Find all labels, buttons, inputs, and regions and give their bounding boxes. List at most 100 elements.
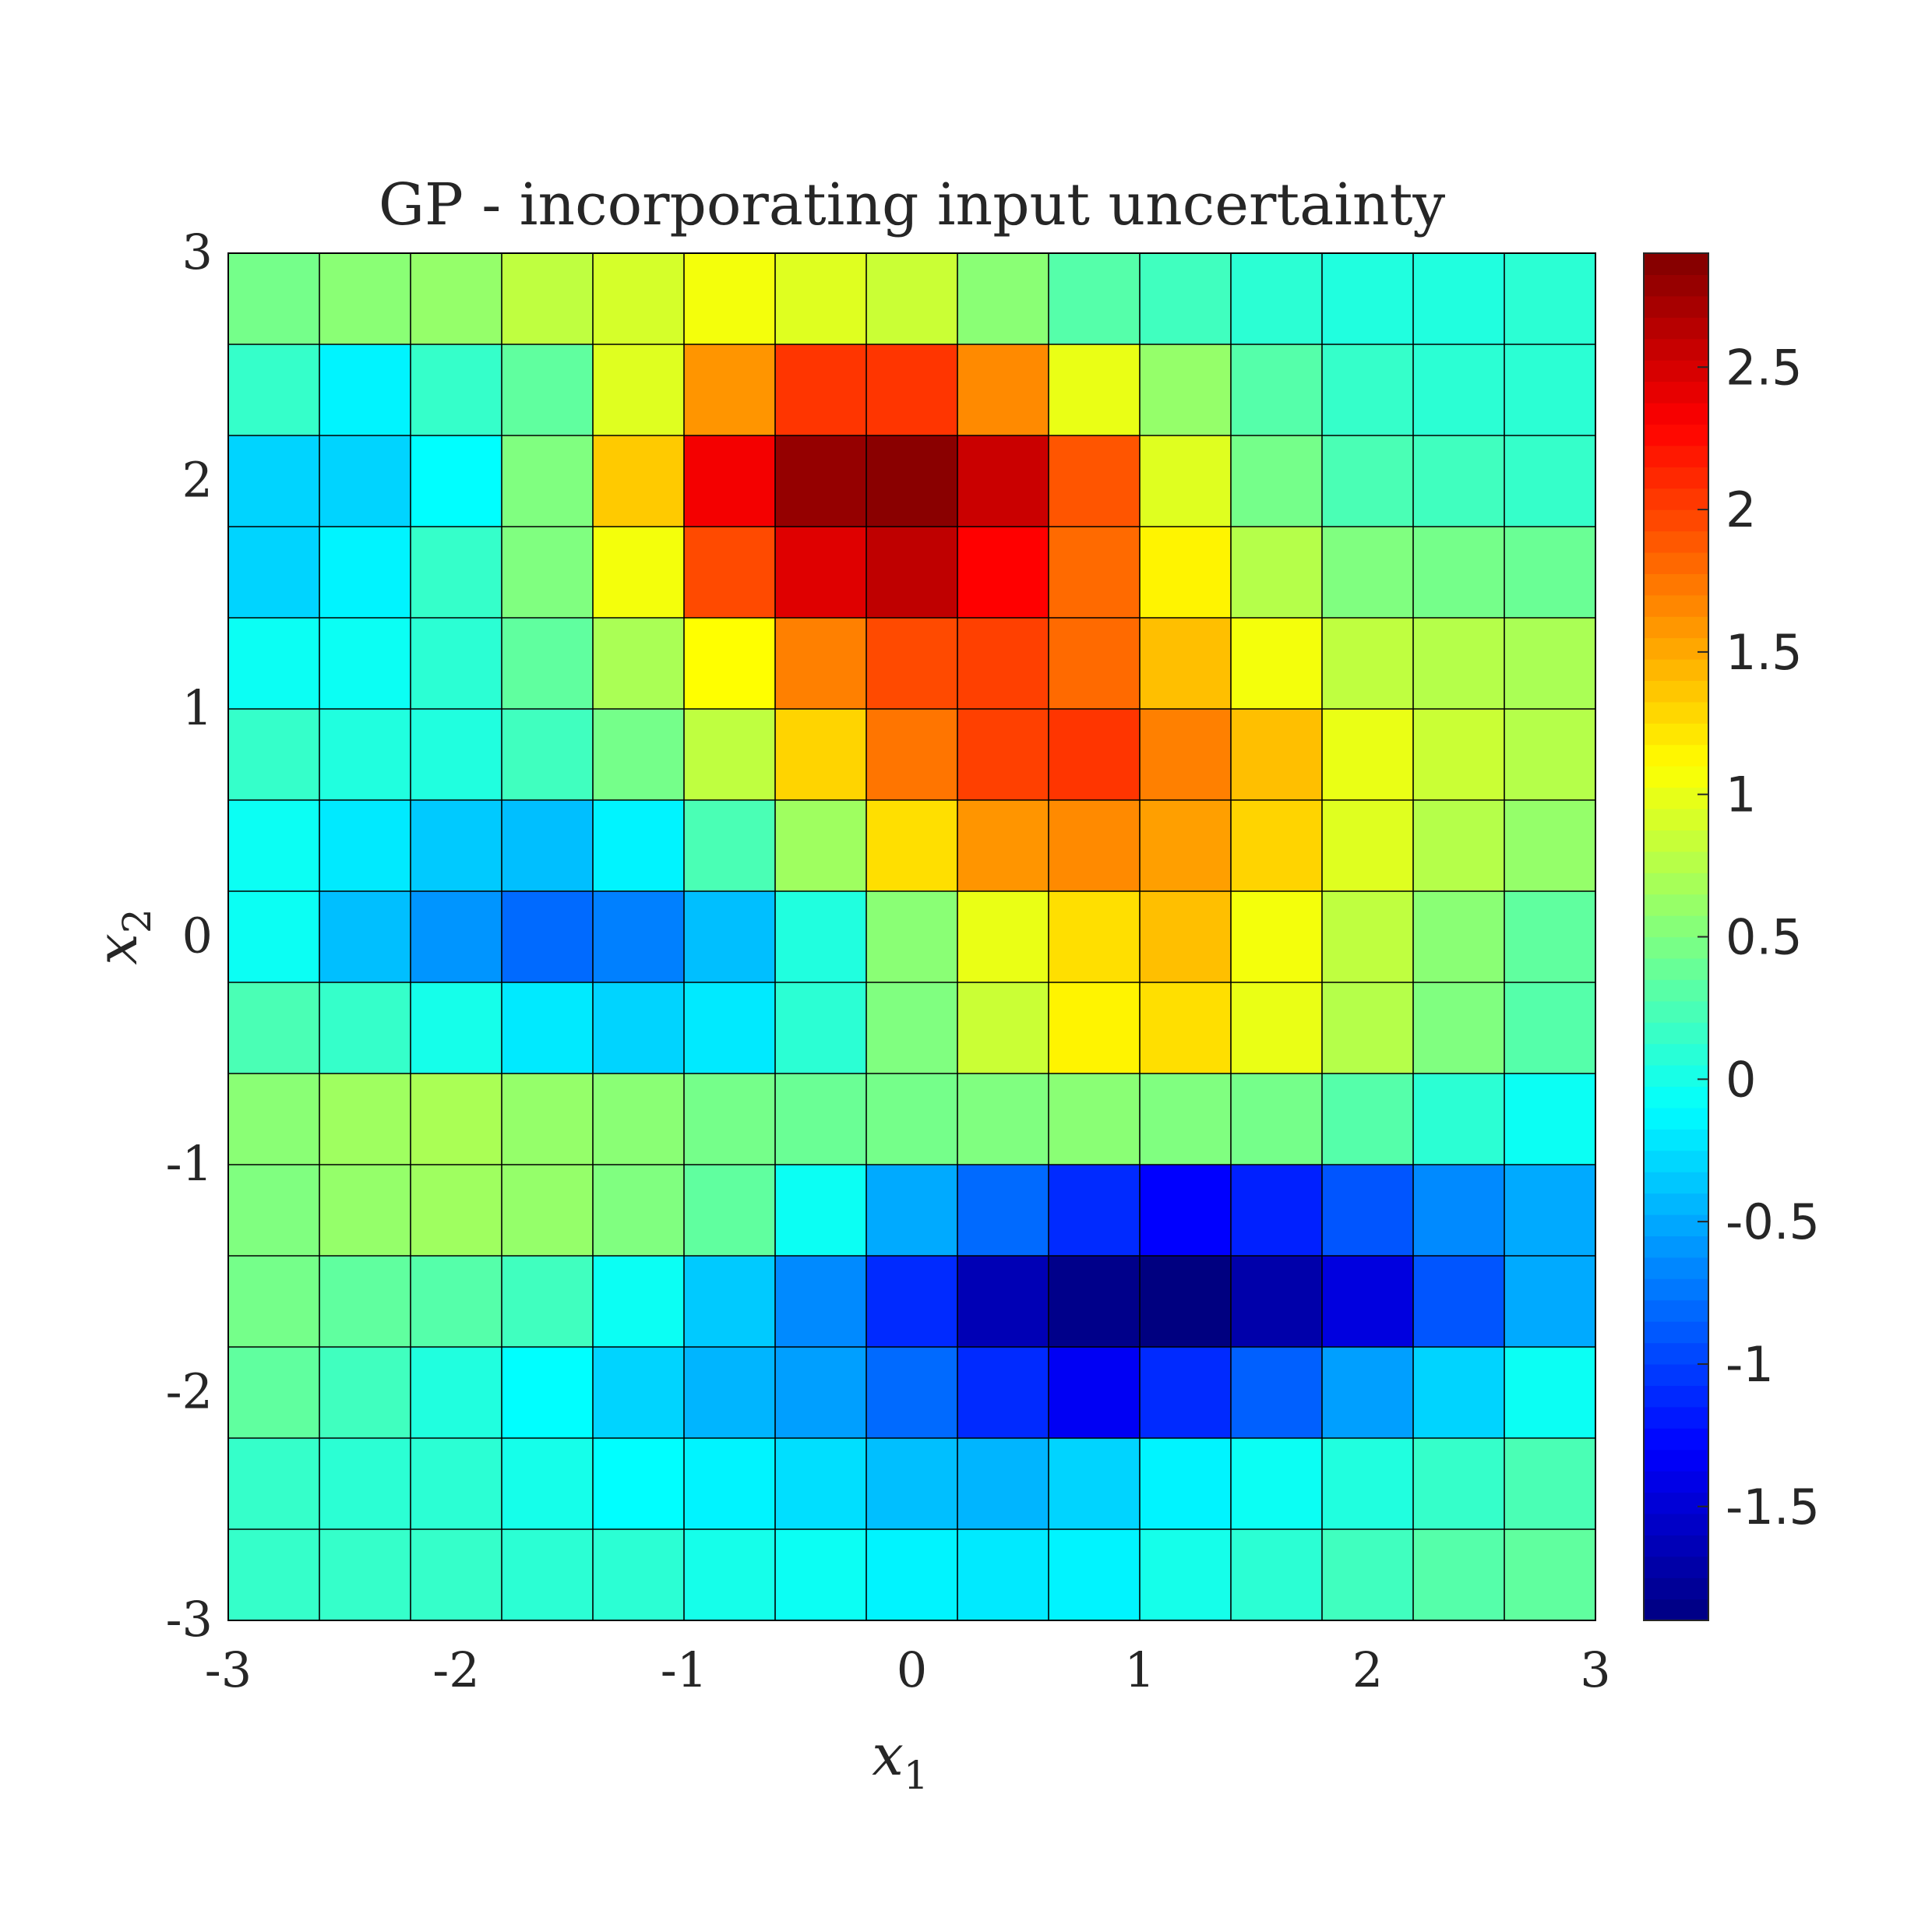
heatmap-cell bbox=[1140, 1165, 1232, 1257]
colorbar-band bbox=[1644, 467, 1708, 489]
heatmap-cell bbox=[684, 344, 776, 436]
heatmap-cell bbox=[1504, 891, 1596, 983]
heatmap-cell bbox=[1504, 800, 1596, 892]
heatmap-cell bbox=[228, 1529, 320, 1621]
colorbar-band bbox=[1644, 1535, 1708, 1557]
colorbar-band bbox=[1644, 659, 1708, 682]
heatmap-cell bbox=[228, 618, 320, 710]
heatmap-cell bbox=[593, 618, 685, 710]
y-axis-ticks: -3 -2 -1 0 1 2 3 bbox=[166, 224, 213, 1648]
heatmap-cell bbox=[502, 1074, 594, 1165]
heatmap-cell bbox=[319, 253, 411, 345]
heatmap-cell bbox=[593, 709, 685, 801]
heatmap-cell bbox=[775, 618, 867, 710]
heatmap-cell bbox=[319, 618, 411, 710]
heatmap-cell bbox=[1140, 527, 1232, 619]
heatmap-cell bbox=[684, 709, 776, 801]
x-axis-label: x1 bbox=[872, 1722, 928, 1798]
heatmap-cell bbox=[502, 253, 594, 345]
heatmap-cell bbox=[684, 1438, 776, 1530]
heatmap-cell bbox=[502, 527, 594, 619]
heatmap-cell bbox=[228, 982, 320, 1074]
heatmap-cell bbox=[1413, 891, 1505, 983]
heatmap-cell bbox=[1140, 253, 1232, 345]
colorbar-band bbox=[1644, 1342, 1708, 1365]
colorbar-band bbox=[1644, 1022, 1708, 1045]
heatmap-cell bbox=[1049, 253, 1141, 345]
heatmap-cell bbox=[684, 891, 776, 983]
colorbar-band bbox=[1644, 766, 1708, 788]
heatmap-cell bbox=[1322, 344, 1414, 436]
heatmap-cell bbox=[502, 709, 594, 801]
heatmap-cell bbox=[866, 253, 958, 345]
heatmap-cell bbox=[319, 527, 411, 619]
heatmap-cell bbox=[866, 1074, 958, 1165]
y-axis-label: x2 bbox=[84, 908, 160, 964]
colorbar-band bbox=[1644, 1556, 1708, 1578]
heatmap-grid bbox=[228, 253, 1595, 1620]
colorbar-band bbox=[1644, 680, 1708, 703]
heatmap-cell bbox=[1049, 891, 1141, 983]
colorbar-band bbox=[1644, 509, 1708, 532]
y-tick-label: -2 bbox=[166, 1363, 213, 1420]
colorbar-tick-label: 0 bbox=[1726, 1051, 1756, 1108]
heatmap-cell bbox=[1231, 527, 1323, 619]
heatmap-cell bbox=[1504, 618, 1596, 710]
heatmap-cell bbox=[1413, 344, 1505, 436]
heatmap-cell bbox=[866, 527, 958, 619]
heatmap-cell bbox=[593, 527, 685, 619]
heatmap-cell bbox=[411, 1529, 502, 1621]
heatmap-cell bbox=[1140, 1074, 1232, 1165]
heatmap-cell bbox=[684, 618, 776, 710]
heatmap-cell bbox=[319, 800, 411, 892]
colorbar-band bbox=[1644, 531, 1708, 553]
colorbar-band bbox=[1644, 808, 1708, 830]
heatmap-cell bbox=[957, 1165, 1049, 1257]
y-tick-label: 0 bbox=[182, 908, 213, 964]
heatmap-cell bbox=[593, 800, 685, 892]
heatmap-cell bbox=[1140, 1347, 1232, 1439]
heatmap-cell bbox=[1231, 1074, 1323, 1165]
heatmap-cell bbox=[228, 1165, 320, 1257]
heatmap-cell bbox=[228, 1347, 320, 1439]
colorbar-tick-label: 0.5 bbox=[1726, 909, 1803, 966]
heatmap-cell bbox=[957, 1347, 1049, 1439]
heatmap-cell bbox=[1504, 1347, 1596, 1439]
heatmap-cell bbox=[1413, 1074, 1505, 1165]
colorbar-band bbox=[1644, 830, 1708, 852]
heatmap-cell bbox=[228, 527, 320, 619]
heatmap-cell bbox=[1504, 435, 1596, 527]
heatmap-cell bbox=[319, 344, 411, 436]
heatmap-cell bbox=[228, 800, 320, 892]
heatmap-cell bbox=[1504, 253, 1596, 345]
heatmap-cell bbox=[1322, 1165, 1414, 1257]
x-axis-label-base: x bbox=[872, 1722, 904, 1788]
heatmap-cell bbox=[775, 1347, 867, 1439]
colorbar-band bbox=[1644, 1107, 1708, 1130]
heatmap-cell bbox=[1049, 1074, 1141, 1165]
heatmap-cell bbox=[319, 982, 411, 1074]
heatmap-cell bbox=[1504, 1165, 1596, 1257]
heatmap-cell bbox=[1231, 982, 1323, 1074]
heatmap-cell bbox=[957, 527, 1049, 619]
heatmap-cell bbox=[1413, 1347, 1505, 1439]
heatmap-cell bbox=[1231, 435, 1323, 527]
heatmap-cell bbox=[1049, 344, 1141, 436]
colorbar-tick-label: 1.5 bbox=[1726, 624, 1803, 681]
heatmap-cell bbox=[775, 344, 867, 436]
heatmap-cell bbox=[411, 618, 502, 710]
heatmap-cell bbox=[593, 1074, 685, 1165]
heatmap-cell bbox=[1231, 253, 1323, 345]
heatmap-cell bbox=[319, 891, 411, 983]
heatmap-cell bbox=[1049, 1165, 1141, 1257]
colorbar-band bbox=[1644, 915, 1708, 938]
heatmap-cell bbox=[957, 891, 1049, 983]
y-tick-label: -3 bbox=[166, 1591, 213, 1648]
heatmap-cell bbox=[1504, 344, 1596, 436]
heatmap-cell bbox=[319, 1347, 411, 1439]
heatmap-cell bbox=[957, 1074, 1049, 1165]
heatmap-cell bbox=[228, 891, 320, 983]
heatmap-cell bbox=[319, 1165, 411, 1257]
heatmap-cell bbox=[1504, 982, 1596, 1074]
heatmap-cell bbox=[228, 253, 320, 345]
